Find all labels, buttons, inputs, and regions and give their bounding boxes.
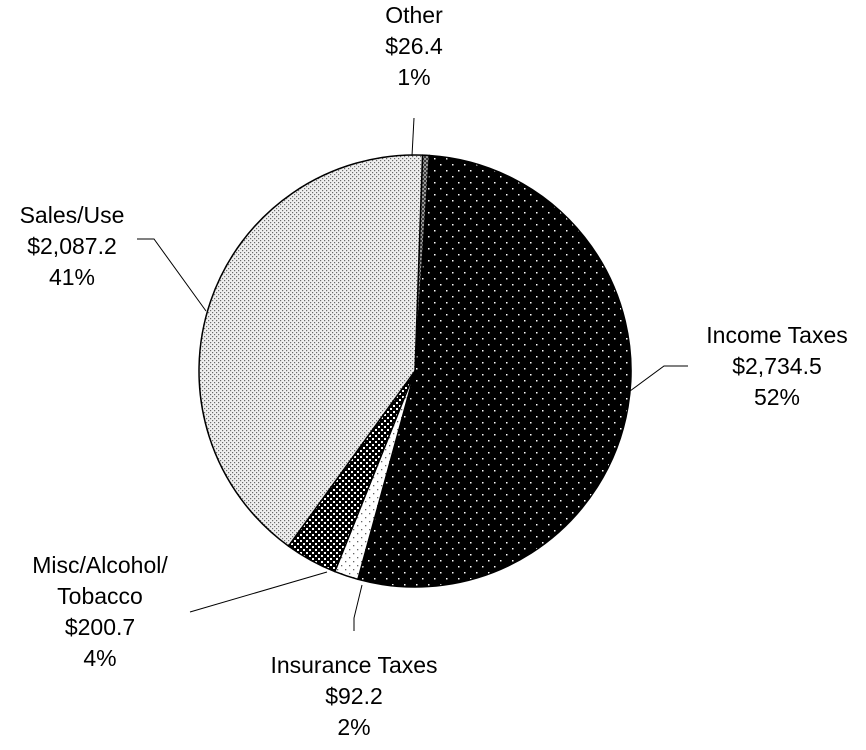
label-income-taxes-value: $2,734.5: [732, 353, 822, 379]
label-income-taxes: Income Taxes $2,734.5 52%: [706, 320, 847, 413]
pie-slices: [198, 154, 632, 588]
label-misc-percent: 4%: [83, 645, 117, 671]
leader-misc-alcohol-tobacco: [189, 571, 328, 613]
leader-insurance-taxes: [353, 584, 363, 631]
label-insurance-taxes-name: Insurance Taxes: [270, 652, 438, 678]
label-misc-alcohol-tobacco: Misc/Alcohol/ Tobacco $200.7 4%: [32, 550, 167, 674]
label-misc-name-line1: Misc/Alcohol/: [32, 552, 168, 578]
slice-income-taxes: [357, 154, 632, 588]
label-other: Other $26.4 1%: [385, 0, 443, 93]
label-insurance-taxes: Insurance Taxes $92.2 2%: [270, 650, 437, 743]
label-misc-name-line2: Tobacco: [57, 583, 143, 609]
label-insurance-taxes-percent: 2%: [337, 714, 371, 740]
label-other-name: Other: [385, 2, 443, 28]
label-sales-use-percent: 41%: [48, 264, 96, 290]
label-income-taxes-name: Income Taxes: [706, 322, 848, 348]
label-other-percent: 1%: [397, 64, 431, 90]
label-misc-value: $200.7: [64, 614, 136, 640]
label-sales-use-value: $2,087.2: [27, 233, 117, 259]
leader-sales-use: [137, 238, 207, 312]
label-sales-use-name: Sales/Use: [19, 202, 125, 228]
label-other-value: $26.4: [385, 33, 443, 59]
slice-sales-use: [198, 154, 424, 547]
label-insurance-taxes-value: $92.2: [325, 683, 383, 709]
leader-lines: [137, 117, 688, 631]
label-income-taxes-percent: 52%: [753, 384, 801, 410]
leader-other: [411, 117, 415, 157]
leader-income-taxes: [629, 365, 688, 392]
label-sales-use: Sales/Use $2,087.2 41%: [20, 200, 125, 293]
